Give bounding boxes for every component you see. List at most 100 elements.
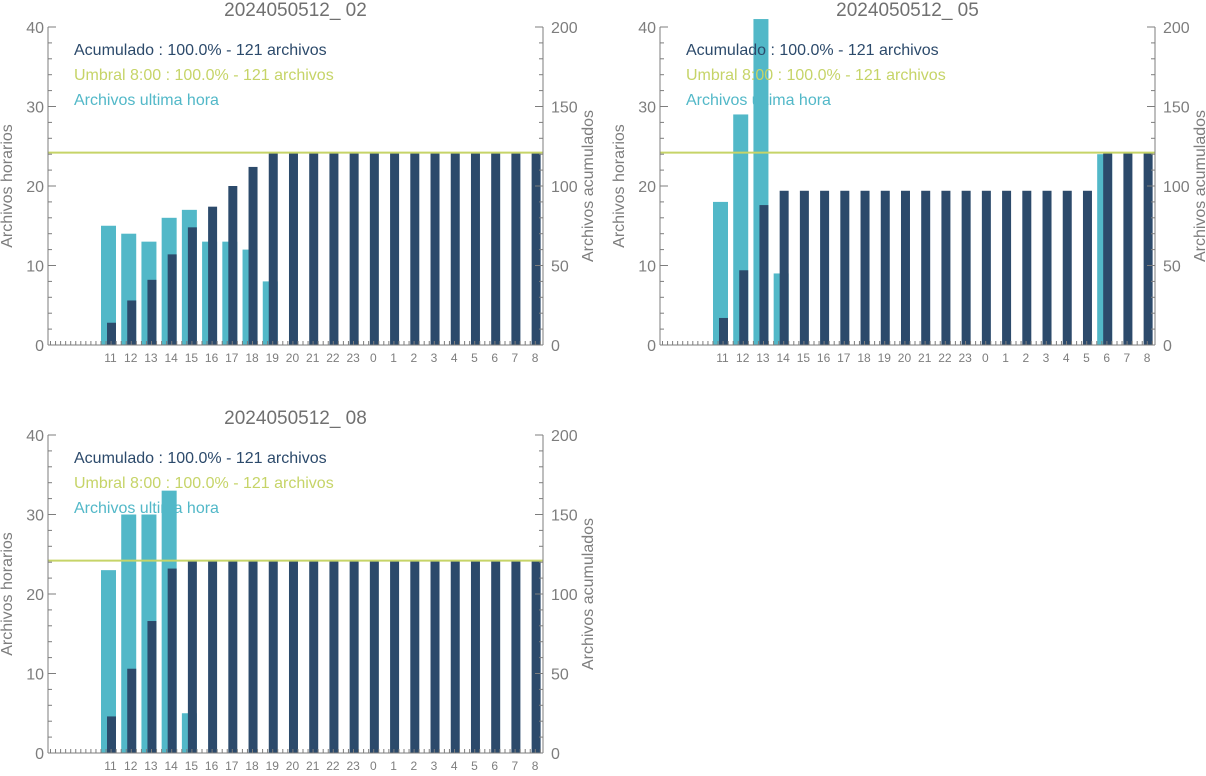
x-tick-label: 13 — [144, 759, 158, 771]
x-tick-label: 17 — [837, 351, 851, 365]
cumulative-bar — [900, 190, 910, 345]
cumulative-bar — [288, 152, 298, 345]
x-tick-label: 22 — [326, 351, 340, 365]
cumulative-bar — [268, 560, 278, 753]
cumulative-bar — [1082, 190, 1092, 345]
right-tick-label: 0 — [1163, 338, 1172, 355]
x-tick-label: 1 — [390, 351, 397, 365]
legend-entry: Umbral 8:00 : 100.0% - 121 archivos — [74, 475, 334, 492]
cumulative-bar — [739, 270, 749, 345]
x-tick-label: 15 — [797, 351, 811, 365]
x-tick-label: 21 — [306, 351, 320, 365]
left-tick-label: 30 — [26, 508, 44, 525]
right-tick-label: 100 — [1163, 179, 1190, 196]
x-tick-label: 5 — [471, 351, 478, 365]
legend-entry: Umbral 8:00 : 100.0% - 121 archivos — [686, 67, 946, 84]
cumulative-bar — [187, 227, 197, 345]
legend-entry: Acumulado : 100.0% - 121 archivos — [74, 450, 327, 467]
x-tick-label: 21 — [918, 351, 932, 365]
x-tick-label: 22 — [938, 351, 952, 365]
cumulative-bar — [1103, 152, 1113, 345]
cumulative-bar — [531, 560, 541, 753]
x-tick-label: 4 — [451, 759, 458, 771]
right-tick-label: 200 — [551, 20, 578, 37]
x-tick-label: 22 — [326, 759, 340, 771]
cumulative-bar — [1002, 190, 1012, 345]
cumulative-bar — [779, 190, 789, 345]
y-axis-label: Archivos horarios — [0, 124, 16, 248]
x-tick-label: 11 — [104, 351, 117, 365]
x-tick-label: 8 — [1144, 351, 1151, 365]
y-axis-label-right: Archivos acumulados — [580, 110, 597, 262]
y-axis-label-right: Archivos acumulados — [1192, 110, 1206, 262]
cumulative-bar — [799, 190, 809, 345]
x-tick-label: 14 — [776, 351, 790, 365]
cumulative-bar — [531, 152, 541, 345]
right-tick-label: 200 — [551, 428, 578, 445]
x-tick-label: 3 — [431, 351, 438, 365]
cumulative-bar — [719, 317, 728, 345]
legend-entry: Archivos ultima hora — [74, 500, 219, 517]
cumulative-bar — [759, 205, 769, 345]
x-tick-label: 13 — [756, 351, 770, 365]
cumulative-bar — [961, 190, 971, 345]
cumulative-bar — [248, 166, 258, 345]
x-tick-label: 0 — [982, 351, 989, 365]
cumulative-bar — [410, 560, 420, 753]
x-tick-label: 23 — [958, 351, 972, 365]
left-tick-label: 40 — [638, 20, 656, 37]
right-tick-label: 200 — [1163, 20, 1190, 37]
hourly-bar — [713, 201, 728, 345]
x-tick-label: 21 — [306, 759, 320, 771]
x-tick-label: 1 — [390, 759, 397, 771]
x-tick-label: 2 — [410, 351, 417, 365]
cumulative-bar — [430, 560, 440, 753]
x-tick-label: 18 — [857, 351, 871, 365]
right-tick-label: 150 — [551, 100, 578, 117]
x-tick-label: 11 — [104, 759, 117, 771]
left-tick-label: 10 — [26, 667, 44, 684]
x-tick-label: 14 — [164, 351, 178, 365]
cumulative-bar — [288, 560, 298, 753]
y-axis-label: Archivos horarios — [611, 124, 628, 248]
legend-entry: Archivos ultima hora — [74, 92, 219, 109]
cumulative-bar — [147, 279, 157, 345]
cumulative-bar — [410, 152, 420, 345]
x-tick-label: 7 — [512, 759, 519, 771]
cumulative-bar — [860, 190, 870, 345]
x-tick-label: 12 — [124, 351, 138, 365]
cumulative-bar — [491, 560, 501, 753]
cumulative-bar — [329, 152, 339, 345]
chart-title: 2024050512_ 08 — [224, 408, 367, 429]
cumulative-bar — [921, 190, 931, 345]
x-tick-label: 18 — [245, 759, 259, 771]
legend-entry: Acumulado : 100.0% - 121 archivos — [74, 42, 327, 59]
cumulative-bar — [228, 560, 238, 753]
x-tick-label: 3 — [1043, 351, 1050, 365]
x-tick-label: 17 — [225, 759, 239, 771]
x-tick-label: 20 — [898, 351, 912, 365]
chart-title: 2024050512_ 02 — [224, 0, 367, 21]
left-tick-label: 20 — [26, 179, 44, 196]
cumulative-bar — [450, 152, 460, 345]
cumulative-bar — [107, 322, 116, 345]
x-tick-label: 14 — [164, 759, 178, 771]
x-tick-label: 19 — [878, 351, 892, 365]
x-tick-label: 12 — [736, 351, 750, 365]
chart-title: 2024050512_ 05 — [836, 0, 979, 21]
cumulative-bar — [491, 152, 501, 345]
x-tick-label: 16 — [205, 759, 219, 771]
cumulative-bar — [880, 190, 890, 345]
left-tick-label: 40 — [26, 20, 44, 37]
x-tick-label: 1 — [1002, 351, 1009, 365]
cumulative-bar — [349, 560, 359, 753]
x-tick-label: 8 — [532, 759, 539, 771]
right-tick-label: 50 — [551, 259, 569, 276]
left-tick-label: 30 — [638, 100, 656, 117]
right-tick-label: 0 — [551, 338, 560, 355]
cumulative-bar — [127, 300, 137, 345]
